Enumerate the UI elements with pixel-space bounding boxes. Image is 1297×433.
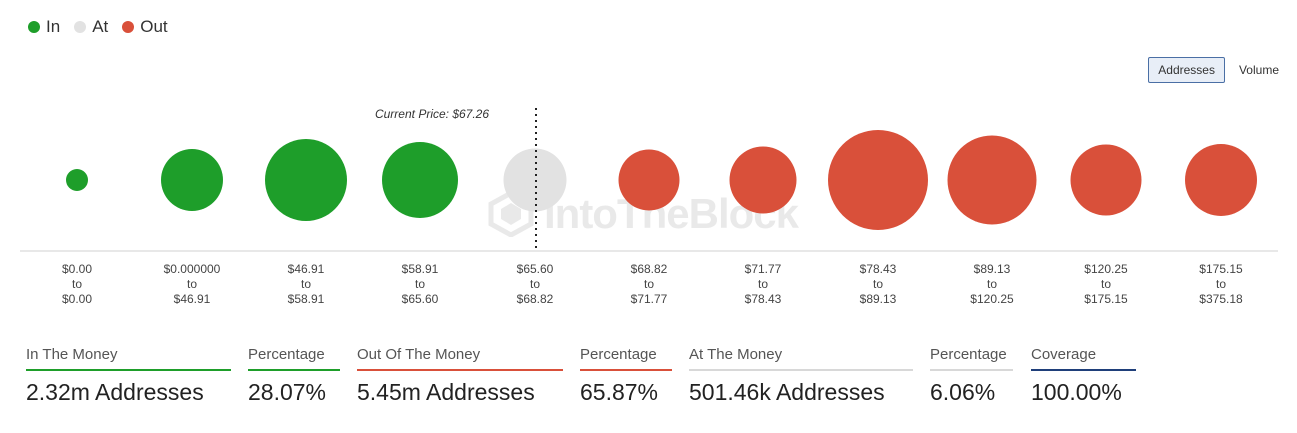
- range-from-0: $0.00: [61, 262, 93, 276]
- range-to-5: $71.77: [630, 292, 668, 306]
- volume-button[interactable]: Volume: [1228, 57, 1289, 83]
- stat-label-5: Percentage: [930, 346, 1013, 371]
- range-to-8: $120.25: [970, 292, 1014, 306]
- range-to-word-5: to: [643, 277, 654, 291]
- metric-toggle: Addresses Volume: [1148, 57, 1289, 83]
- stat-label-3: Percentage: [580, 346, 672, 371]
- range-from-5: $68.82: [630, 262, 668, 276]
- range-to-9: $175.15: [1084, 292, 1128, 306]
- range-label-1: $0.000000 to $46.91: [137, 262, 247, 307]
- bubble-2[interactable]: [265, 139, 347, 221]
- range-label-9: $120.25 to $175.15: [1051, 262, 1161, 307]
- range-label-7: $78.43 to $89.13: [823, 262, 933, 307]
- range-to-6: $78.43: [744, 292, 782, 306]
- range-to-3: $65.60: [401, 292, 439, 306]
- legend-label-out: Out: [140, 17, 168, 36]
- bubble-chart: Current Price: $67.26: [20, 107, 1278, 252]
- legend-label-in: In: [46, 17, 61, 36]
- stat-3: Percentage 65.87%: [580, 346, 672, 406]
- stat-value-3: 65.87%: [580, 379, 659, 405]
- range-to-word-4: to: [529, 277, 540, 291]
- legend-dot-out: [122, 21, 135, 33]
- stat-label-0: In The Money: [26, 346, 231, 371]
- bubble-6[interactable]: [729, 146, 797, 214]
- current-price-label: Current Price: $67.26: [375, 107, 489, 121]
- range-to-word-9: to: [1100, 277, 1111, 291]
- range-from-1: $0.000000: [163, 262, 221, 276]
- range-from-2: $46.91: [287, 262, 325, 276]
- range-label-10: $175.15 to $375.18: [1166, 262, 1276, 307]
- range-to-word-0: to: [71, 277, 82, 291]
- range-label-5: $68.82 to $71.77: [594, 262, 704, 307]
- bubble-9[interactable]: [1070, 144, 1142, 216]
- range-from-3: $58.91: [401, 262, 439, 276]
- range-label-0: $0.00 to $0.00: [22, 262, 132, 307]
- range-label-2: $46.91 to $58.91: [251, 262, 361, 307]
- range-from-4: $65.60: [516, 262, 554, 276]
- stat-2: Out Of The Money 5.45m Addresses: [357, 346, 563, 406]
- stat-label-1: Percentage: [248, 346, 340, 371]
- range-label-3: $58.91 to $65.60: [365, 262, 475, 307]
- range-to-word-2: to: [300, 277, 311, 291]
- stat-value-4: 501.46k Addresses: [689, 379, 885, 405]
- stat-value-0: 2.32m Addresses: [26, 379, 204, 405]
- range-to-word-3: to: [414, 277, 425, 291]
- legend-dot-in: [28, 21, 40, 33]
- range-to-word-7: to: [872, 277, 883, 291]
- range-to-1: $46.91: [173, 292, 211, 306]
- stat-label-2: Out Of The Money: [357, 346, 563, 371]
- stat-label-6: Coverage: [1031, 346, 1136, 371]
- bubble-10[interactable]: [1185, 144, 1257, 216]
- range-to-word-6: to: [757, 277, 768, 291]
- legend-dot-at: [74, 21, 87, 33]
- stat-value-2: 5.45m Addresses: [357, 379, 535, 405]
- stat-value-6: 100.00%: [1031, 379, 1122, 405]
- range-to-word-8: to: [986, 277, 997, 291]
- stat-5: Percentage 6.06%: [930, 346, 1013, 406]
- legend-item-at[interactable]: At: [74, 17, 108, 37]
- bubble-3[interactable]: [382, 142, 458, 218]
- range-from-8: $89.13: [973, 262, 1011, 276]
- range-from-10: $175.15: [1199, 262, 1243, 276]
- legend-label-at: At: [92, 17, 109, 36]
- legend: In At Out: [28, 17, 172, 37]
- stat-label-4: At The Money: [689, 346, 913, 371]
- range-to-10: $375.18: [1199, 292, 1243, 306]
- range-from-6: $71.77: [744, 262, 782, 276]
- range-to-2: $58.91: [287, 292, 325, 306]
- bubble-7[interactable]: [828, 130, 928, 230]
- range-to-7: $89.13: [859, 292, 897, 306]
- range-to-4: $68.82: [516, 292, 554, 306]
- range-to-word-10: to: [1215, 277, 1226, 291]
- addresses-button[interactable]: Addresses: [1148, 57, 1225, 83]
- range-to-0: $0.00: [61, 292, 93, 306]
- range-to-word-1: to: [186, 277, 197, 291]
- bubble-1[interactable]: [161, 149, 223, 211]
- range-from-9: $120.25: [1084, 262, 1128, 276]
- bubble-8[interactable]: [947, 135, 1037, 225]
- stat-0: In The Money 2.32m Addresses: [26, 346, 231, 406]
- range-label-4: $65.60 to $68.82: [480, 262, 590, 307]
- stat-value-5: 6.06%: [930, 379, 996, 405]
- legend-item-in[interactable]: In: [28, 17, 60, 37]
- stat-1: Percentage 28.07%: [248, 346, 340, 406]
- stat-6: Coverage 100.00%: [1031, 346, 1136, 406]
- range-from-7: $78.43: [859, 262, 897, 276]
- bubble-0[interactable]: [66, 169, 88, 191]
- range-label-6: $71.77 to $78.43: [708, 262, 818, 307]
- stat-4: At The Money 501.46k Addresses: [689, 346, 913, 406]
- range-label-8: $89.13 to $120.25: [937, 262, 1047, 307]
- legend-item-out[interactable]: Out: [122, 17, 168, 37]
- stat-value-1: 28.07%: [248, 379, 327, 405]
- bubble-5[interactable]: [618, 149, 680, 211]
